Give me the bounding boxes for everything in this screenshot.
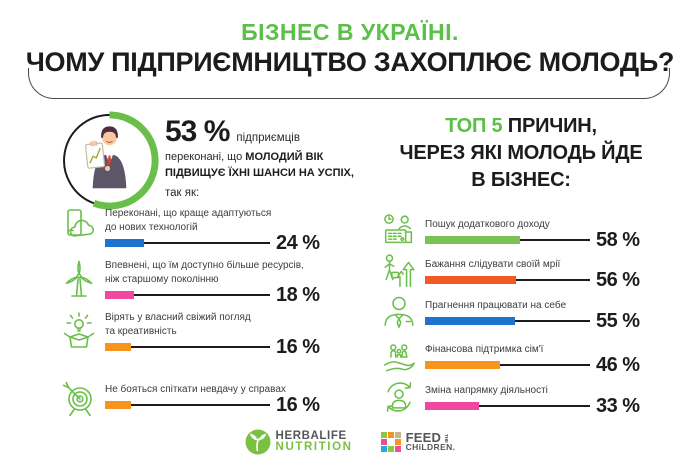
reason-item: Не бояться спіткати невдачу у справах 16… <box>58 376 320 416</box>
cause-item: Прагнення працювати на себе 55 % <box>378 293 640 332</box>
percent-value: 33 % <box>596 395 640 418</box>
stat-line4: так як: <box>165 187 200 199</box>
reason-item: Вірять у власний свіжий погляд та креати… <box>58 311 320 358</box>
bar: 16 % <box>105 394 320 416</box>
bar-fill <box>425 236 520 245</box>
stat-line2: переконані, що МОЛОДИЙ ВІК <box>165 150 370 165</box>
cause-label: Прагнення працювати на себе <box>425 299 567 311</box>
percent-value: 18 % <box>276 284 320 306</box>
bar: 58 % <box>425 229 640 251</box>
bar: 24 % <box>105 232 320 254</box>
follow-dream-icon <box>378 252 420 290</box>
the-wordmark: THE <box>444 433 450 443</box>
herbalife-leaf-icon <box>245 429 271 455</box>
percent-value: 58 % <box>596 229 640 252</box>
bar-track <box>425 405 590 408</box>
cause-item: Пошук додаткового доходу 58 % <box>378 212 640 251</box>
bar-track <box>105 404 270 407</box>
bar-track <box>105 242 270 244</box>
bar: 55 % <box>425 310 640 332</box>
bar-fill <box>105 401 132 410</box>
cause-label: Бажання слідувати своїй мрії <box>425 258 561 270</box>
nutrition-wordmark: NUTRITION <box>275 441 353 453</box>
bar-fill <box>105 239 145 247</box>
percent-value: 24 % <box>276 232 320 254</box>
stat-block: 53 % підприємців переконані, що МОЛОДИЙ В… <box>165 115 370 201</box>
feed-the-children-blocks-icon <box>380 432 401 452</box>
reason-item: Переконані, що краще адаптуються до нови… <box>58 207 320 254</box>
bar: 16 % <box>105 336 320 358</box>
reason-label: Впевнені, що їм доступно більше ресурсів… <box>105 260 304 285</box>
herbalife-wordmark: HERBALIFE <box>275 430 347 442</box>
bar-fill <box>425 317 515 326</box>
feed-the-children-logo: FEED THE CHiLDREN. <box>380 429 456 452</box>
main-title-line1: БІЗНЕС В УКРАЇНІ. <box>241 19 459 45</box>
work-for-self-icon <box>378 293 420 331</box>
phone-cloud-icon <box>58 207 100 247</box>
percent-value: 55 % <box>596 310 640 333</box>
target-icon <box>58 376 100 416</box>
stat-line2-bold: МОЛОДИЙ ВІК <box>245 151 324 163</box>
reason-label: Не бояться спіткати невдачу у справах <box>105 383 286 395</box>
cause-item: Зміна напрямку діяльності 33 % <box>378 378 640 417</box>
reason-label: Вірять у власний свіжий погляд та креати… <box>105 312 251 337</box>
header-divider-curve <box>28 68 670 99</box>
bar: 18 % <box>105 284 320 306</box>
bar-fill <box>425 361 500 370</box>
bar-track <box>105 294 270 296</box>
extra-income-icon <box>378 212 420 250</box>
cause-item: Фінансова підтримка сім'ї 46 % <box>378 337 640 376</box>
right-title-line2: ЧЕРЕЗ ЯКІ МОЛОДЬ ЙДЕ <box>399 142 643 164</box>
cause-label: Пошук додаткового доходу <box>425 218 550 230</box>
percent-ring-icon <box>63 111 159 210</box>
herbalife-logo: HERBALIFE NUTRITION <box>245 429 353 455</box>
children-wordmark: CHiLDREN. <box>405 441 456 452</box>
right-title-line3: В БІЗНЕС: <box>471 169 571 191</box>
percent-value: 16 % <box>276 394 320 417</box>
wind-turbine-icon <box>58 259 100 299</box>
bar-track <box>425 364 590 367</box>
idea-box-icon <box>58 311 100 351</box>
entrepreneur-illustration <box>60 111 159 210</box>
feed-wordmark: FEED <box>405 429 442 445</box>
stat-line2-normal: переконані, що <box>165 151 246 163</box>
bar-fill <box>425 402 479 411</box>
bar-fill <box>425 276 517 285</box>
main-title-line2: ЧОМУ ПІДПРИЄМНИЦТВО ЗАХОПЛЮЄ МОЛОДЬ? <box>25 47 675 77</box>
bar-fill <box>105 291 135 299</box>
stat-value: 53 % <box>165 115 230 148</box>
bar-fill <box>105 343 132 351</box>
family-support-icon <box>378 337 420 375</box>
reason-label: Переконані, що краще адаптуються до нови… <box>105 208 272 233</box>
right-title-accent: ТОП 5 <box>445 115 503 137</box>
footer-logos: HERBALIFE NUTRITION FEED THE CHiLDREN. <box>0 429 700 455</box>
stat-suffix: підприємців <box>236 132 300 144</box>
cause-item: Бажання слідувати своїй мрії 56 % <box>378 252 640 291</box>
cause-label: Фінансова підтримка сім'ї <box>425 343 544 355</box>
stat-line3-bold: ПІДВИЩУЄ ЇХНІ ШАНСИ НА УСПІХ, <box>165 167 354 179</box>
right-section-title: ТОП 5 ПРИЧИН, ЧЕРЕЗ ЯКІ МОЛОДЬ ЙДЕ В БІЗ… <box>372 113 670 194</box>
right-title-rest: ПРИЧИН, <box>502 115 597 137</box>
percent-value: 16 % <box>276 336 320 358</box>
reason-item: Впевнені, що їм доступно більше ресурсів… <box>58 259 320 306</box>
change-direction-icon <box>378 378 420 416</box>
bar: 46 % <box>425 354 640 376</box>
percent-value: 46 % <box>596 354 640 377</box>
bar: 56 % <box>425 269 640 291</box>
cause-label: Зміна напрямку діяльності <box>425 384 548 396</box>
bar-track <box>105 346 270 348</box>
percent-value: 56 % <box>596 269 640 292</box>
bar: 33 % <box>425 395 640 417</box>
